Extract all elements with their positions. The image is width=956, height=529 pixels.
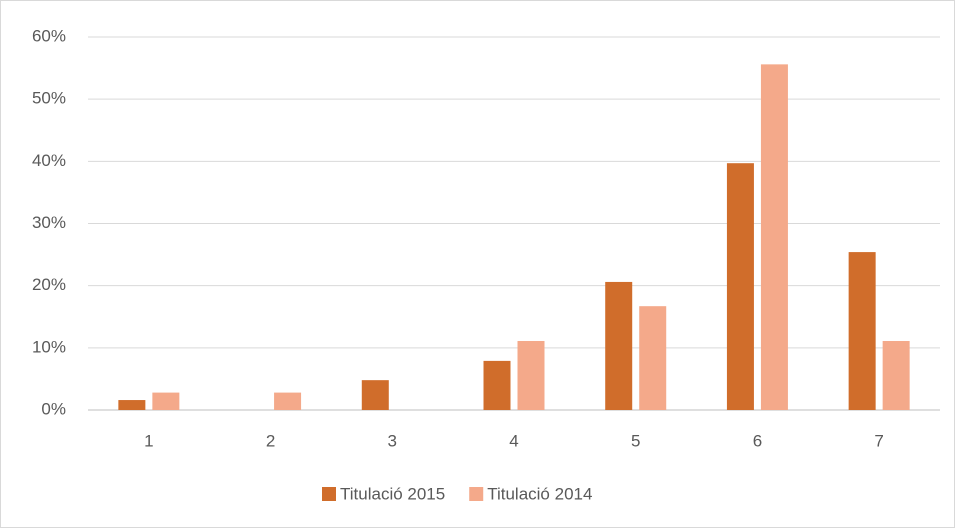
bar [152, 392, 180, 410]
x-tick-label: 3 [388, 431, 397, 450]
bar [639, 306, 667, 410]
x-tick-label: 7 [874, 431, 883, 450]
x-tick-label: 1 [144, 431, 153, 450]
bar [274, 392, 302, 410]
x-tick-label: 4 [509, 431, 518, 450]
bar [517, 340, 545, 410]
bar [848, 252, 876, 410]
y-tick-label: 50% [32, 89, 66, 108]
bar [605, 281, 633, 410]
y-tick-label: 0% [41, 399, 66, 418]
y-tick-label: 60% [32, 26, 66, 45]
bar [118, 400, 146, 410]
bar [760, 64, 788, 410]
y-tick-label: 30% [32, 213, 66, 232]
bar [882, 340, 910, 410]
x-tick-label: 2 [266, 431, 275, 450]
y-tick-label: 20% [32, 275, 66, 294]
x-tick-label: 6 [753, 431, 762, 450]
y-tick-label: 10% [32, 337, 66, 356]
y-tick-label: 40% [32, 151, 66, 170]
bar [483, 360, 511, 410]
x-tick-label: 5 [631, 431, 640, 450]
bar [361, 380, 389, 410]
bar [726, 163, 754, 410]
legend-label: Titulació 2015 [340, 484, 445, 503]
legend-swatch [469, 487, 484, 501]
legend-swatch [322, 487, 336, 501]
legend-label: Titulació 2014 [487, 484, 592, 503]
